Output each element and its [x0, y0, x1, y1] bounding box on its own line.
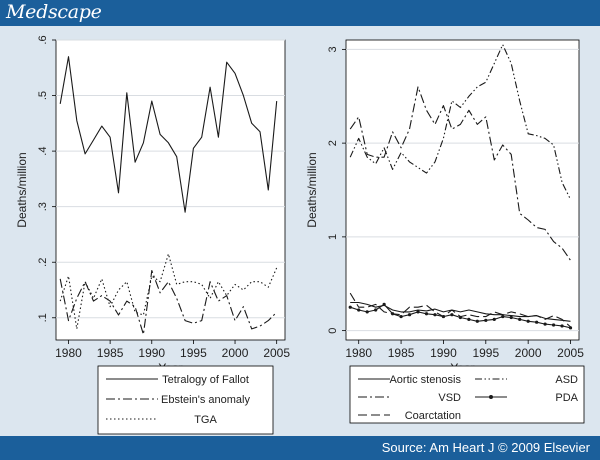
footer-banner: Source: Am Heart J © 2009 Elsevier: [0, 436, 600, 460]
legend: Tetralogy of Fallot Ebstein's anomaly TGA: [97, 365, 274, 435]
legend-label-asd: ASD: [555, 374, 578, 386]
x-tick-label: 2000: [222, 346, 249, 360]
legend-label-aortic-stenosis: Aortic stenosis: [389, 374, 461, 386]
x-tick-label: 1980: [55, 346, 82, 360]
y-tick-label: 3: [327, 46, 339, 52]
series-point-pda: [501, 314, 505, 319]
y-tick-label: .5: [37, 91, 49, 100]
series-point-pda: [416, 310, 420, 314]
legend-label-tga: TGA: [194, 414, 217, 426]
plot-area: [55, 39, 286, 341]
series-point-pda: [382, 302, 386, 306]
x-tick-label: 2000: [515, 346, 542, 360]
legend-box: [97, 365, 274, 435]
x-tick-label: 1990: [138, 346, 165, 360]
series-point-pda: [407, 313, 412, 317]
x-tick-label: 2005: [263, 346, 290, 360]
x-tick-label: 1985: [388, 346, 415, 360]
series-line-asd: [349, 44, 571, 200]
series-point-pda: [492, 317, 496, 321]
medscape-logo[interactable]: Medscape: [6, 1, 102, 23]
series-line-tga: [59, 253, 278, 330]
series-line-ebstein-s-anomaly: [59, 270, 278, 335]
series-point-pda: [424, 312, 429, 316]
x-tick-label: 2005: [557, 346, 584, 360]
x-tick-label: 1980: [345, 346, 372, 360]
x-tick-label: 1985: [97, 346, 124, 360]
x-tick-label: 1990: [430, 346, 457, 360]
x-tick-label: 1995: [472, 346, 499, 360]
series-point-pda: [551, 323, 556, 327]
legend-label-coarctation: Coarctation: [405, 410, 461, 422]
series-point-pda: [484, 318, 488, 322]
series-point-pda: [543, 322, 547, 326]
series-point-pda: [560, 324, 564, 328]
header-banner: Medscape: [0, 0, 600, 26]
series-line-vsd: [349, 86, 571, 261]
charts-canvas: .1.2.3.4.5.6198019851990199520002005Year…: [15, 35, 585, 435]
y-tick-label: 1: [327, 234, 339, 240]
y-axis-label: Deaths/million: [15, 152, 29, 227]
y-tick-label: .6: [37, 35, 49, 44]
y-tick-label: .1: [37, 313, 49, 322]
series-point-pda: [433, 313, 437, 317]
series-line-coarctation: [349, 292, 571, 328]
series-point-pda: [357, 308, 361, 312]
chart-1: .1.2.3.4.5.6198019851990199520002005Year…: [15, 35, 290, 435]
y-tick-label: .2: [37, 258, 49, 267]
y-tick-label: .4: [37, 147, 49, 156]
legend-box: [349, 365, 585, 424]
legend-label-pda: PDA: [555, 392, 578, 404]
series-point-pda: [348, 305, 352, 309]
series-point-pda: [399, 314, 403, 319]
series-point-pda: [450, 313, 454, 317]
plot-area: [345, 39, 580, 341]
series-line-tetralogy-of-fallot: [59, 56, 278, 213]
series-point-pda: [518, 317, 522, 321]
series-point-pda: [535, 320, 539, 324]
source-credit: Source: Am Heart J © 2009 Elsevier: [381, 440, 590, 455]
legend: Aortic stenosis ASD VSD PDA Coarctation: [349, 365, 585, 424]
y-tick-label: 2: [327, 140, 339, 146]
legend-label-tetralogy-of-fallot: Tetralogy of Fallot: [162, 374, 249, 386]
y-tick-label: 0: [327, 328, 339, 334]
chart-2: 0123198019851990199520002005YearDeaths/m…: [305, 39, 585, 424]
series-point-pda: [374, 308, 378, 312]
series-point-pda: [365, 310, 369, 314]
y-axis-label: Deaths/million: [305, 152, 319, 227]
legend-label-ebstein-s-anomaly: Ebstein's anomaly: [161, 394, 250, 406]
series-point-pda: [475, 319, 479, 323]
series-point-pda: [509, 315, 513, 320]
y-tick-label: .3: [37, 202, 49, 211]
legend-label-vsd: VSD: [438, 392, 461, 404]
series-point-pda: [526, 319, 530, 323]
legend-marker-pda: [489, 395, 493, 399]
x-tick-label: 1995: [180, 346, 207, 360]
series-point-pda: [568, 326, 573, 330]
series-point-pda: [467, 317, 471, 321]
